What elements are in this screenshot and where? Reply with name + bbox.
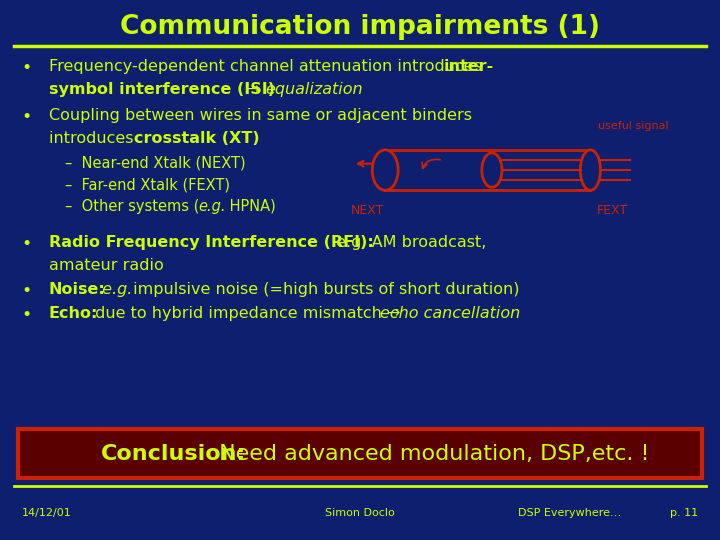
Text: •: • bbox=[22, 235, 32, 253]
Text: introduces: introduces bbox=[49, 131, 138, 146]
Text: e.g.: e.g. bbox=[198, 199, 225, 214]
Text: HPNA): HPNA) bbox=[225, 199, 275, 214]
Text: Radio Frequency Interference (RFI):: Radio Frequency Interference (RFI): bbox=[49, 235, 374, 250]
Text: Coupling between wires in same or adjacent binders: Coupling between wires in same or adjace… bbox=[49, 108, 472, 123]
Text: Communication impairments (1): Communication impairments (1) bbox=[120, 14, 600, 39]
Text: –  Near-end Xtalk (NEXT): – Near-end Xtalk (NEXT) bbox=[65, 156, 246, 171]
Text: •: • bbox=[22, 108, 32, 126]
Text: Need advanced modulation, DSP,etc. !: Need advanced modulation, DSP,etc. ! bbox=[212, 443, 650, 464]
Text: Simon Doclo: Simon Doclo bbox=[325, 508, 395, 518]
Text: FEXT: FEXT bbox=[596, 204, 628, 217]
Text: symbol interference (ISI): symbol interference (ISI) bbox=[49, 82, 275, 97]
Text: echo cancellation: echo cancellation bbox=[380, 306, 521, 321]
Text: •: • bbox=[22, 59, 32, 77]
Text: Frequency-dependent channel attenuation introduces: Frequency-dependent channel attenuation … bbox=[49, 59, 487, 75]
Text: –  Far-end Xtalk (FEXT): – Far-end Xtalk (FEXT) bbox=[65, 177, 230, 192]
Text: 14/12/01: 14/12/01 bbox=[22, 508, 71, 518]
Text: DSP Everywhere…: DSP Everywhere… bbox=[518, 508, 621, 518]
Text: –  Other systems (: – Other systems ( bbox=[65, 199, 199, 214]
Text: impulsive noise (=high bursts of short duration): impulsive noise (=high bursts of short d… bbox=[128, 282, 520, 297]
Text: Conclusion:: Conclusion: bbox=[101, 443, 246, 464]
Ellipse shape bbox=[580, 150, 600, 190]
Text: e.g. AM broadcast,: e.g. AM broadcast, bbox=[331, 235, 487, 250]
FancyBboxPatch shape bbox=[18, 429, 702, 478]
Text: Noise:: Noise: bbox=[49, 282, 106, 297]
Text: due to hybrid impedance mismatch →: due to hybrid impedance mismatch → bbox=[90, 306, 400, 321]
Text: p. 11: p. 11 bbox=[670, 508, 698, 518]
Text: Echo:: Echo: bbox=[49, 306, 99, 321]
Text: useful signal: useful signal bbox=[598, 121, 668, 131]
Text: e.g.: e.g. bbox=[97, 282, 132, 297]
Text: •: • bbox=[22, 306, 32, 324]
Text: •: • bbox=[22, 282, 32, 300]
Text: inter-: inter- bbox=[444, 59, 494, 75]
Text: →: → bbox=[242, 82, 266, 97]
Text: crosstalk (XT): crosstalk (XT) bbox=[134, 131, 259, 146]
Ellipse shape bbox=[372, 150, 398, 190]
Text: equalization: equalization bbox=[265, 82, 363, 97]
Text: amateur radio: amateur radio bbox=[49, 258, 163, 273]
Ellipse shape bbox=[482, 153, 502, 187]
Text: NEXT: NEXT bbox=[351, 204, 384, 217]
